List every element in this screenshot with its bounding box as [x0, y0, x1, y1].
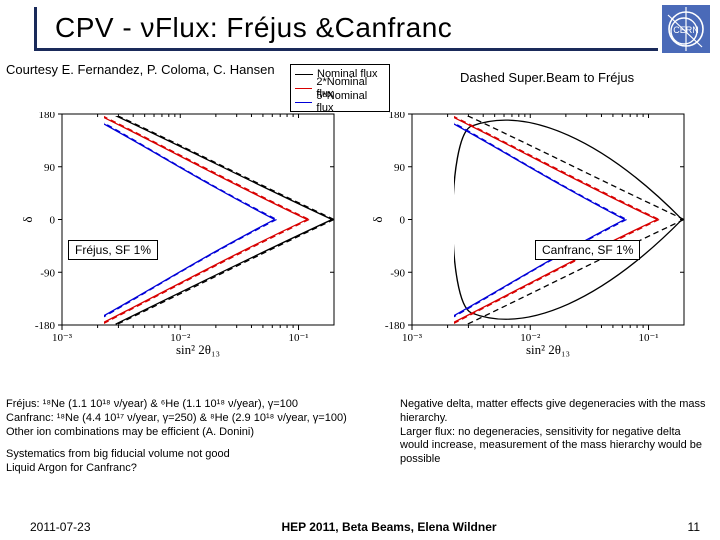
svg-text:δ: δ: [20, 216, 35, 222]
bottom-left-notes-1: Fréjus: ¹⁸Ne (1.1 10¹⁸ ν/year) & ⁶He (1.…: [6, 398, 396, 439]
notes-text: Negative delta, matter effects give dege…: [400, 398, 706, 465]
courtesy-text: Courtesy E. Fernandez, P. Coloma, C. Han…: [6, 62, 275, 77]
svg-text:CERN: CERN: [673, 25, 699, 35]
svg-text:sin² 2θ₁₃: sin² 2θ₁₃: [176, 342, 220, 357]
svg-text:0: 0: [400, 215, 406, 227]
notes-text: Fréjus: ¹⁸Ne (1.1 10¹⁸ ν/year) & ⁶He (1.…: [6, 398, 347, 438]
bottom-left-notes-2: Systematics from big fiducial volume not…: [6, 448, 366, 476]
svg-text:180: 180: [39, 112, 56, 121]
plots-row: 10⁻³10⁻²10⁻¹-180-90090180sin² 2θ₁₃δ Fréj…: [20, 112, 700, 357]
svg-text:10⁻¹: 10⁻¹: [288, 332, 308, 344]
dashed-note: Dashed Super.Beam to Fréjus: [460, 70, 634, 85]
legend-swatch-icon: [295, 74, 313, 75]
svg-text:-90: -90: [390, 267, 405, 279]
svg-text:10⁻³: 10⁻³: [402, 332, 423, 344]
bottom-right-notes: Negative delta, matter effects give dege…: [400, 398, 710, 467]
legend-label: 5*Nominal flux: [316, 90, 385, 114]
plot-left-label: Fréjus, SF 1%: [68, 240, 158, 260]
flux-legend: Nominal flux 2*Nominal flux 5*Nominal fl…: [290, 64, 390, 112]
plot-right-svg: 10⁻³10⁻²10⁻¹-180-90090180sin² 2θ₁₃δ: [370, 112, 690, 357]
title-box: CPV - νFlux: Fréjus &Canfranc: [34, 7, 658, 51]
title-bar: CPV - νFlux: Fréjus &Canfranc CERN: [34, 6, 710, 52]
svg-text:10⁻¹: 10⁻¹: [638, 332, 658, 344]
plot-canfranc: 10⁻³10⁻²10⁻¹-180-90090180sin² 2θ₁₃δ Canf…: [370, 112, 690, 357]
legend-swatch-icon: [295, 88, 312, 89]
cern-logo-icon: CERN: [662, 5, 710, 53]
svg-text:δ: δ: [370, 216, 385, 222]
svg-text:-180: -180: [385, 320, 406, 332]
svg-text:0: 0: [50, 215, 56, 227]
footer-page: 11: [688, 520, 700, 534]
plot-left-svg: 10⁻³10⁻²10⁻¹-180-90090180sin² 2θ₁₃δ: [20, 112, 340, 357]
footer-center: HEP 2011, Beta Beams, Elena Wildner: [91, 520, 688, 534]
footer-date: 2011-07-23: [30, 520, 91, 534]
plot-frejus: 10⁻³10⁻²10⁻¹-180-90090180sin² 2θ₁₃δ Fréj…: [20, 112, 340, 357]
svg-text:90: 90: [44, 162, 56, 174]
page-title: CPV - νFlux: Fréjus &Canfranc: [55, 12, 452, 44]
svg-text:90: 90: [394, 162, 406, 174]
svg-text:-90: -90: [40, 267, 55, 279]
svg-text:sin² 2θ₁₃: sin² 2θ₁₃: [526, 342, 570, 357]
svg-text:10⁻³: 10⁻³: [52, 332, 73, 344]
svg-text:-180: -180: [35, 320, 56, 332]
legend-swatch-icon: [295, 102, 312, 103]
notes-text: Systematics from big fiducial volume not…: [6, 448, 230, 474]
plot-right-label: Canfranc, SF 1%: [535, 240, 640, 260]
svg-text:180: 180: [389, 112, 406, 121]
legend-item: 5*Nominal flux: [295, 95, 385, 109]
slide-footer: 2011-07-23 HEP 2011, Beta Beams, Elena W…: [0, 520, 720, 534]
